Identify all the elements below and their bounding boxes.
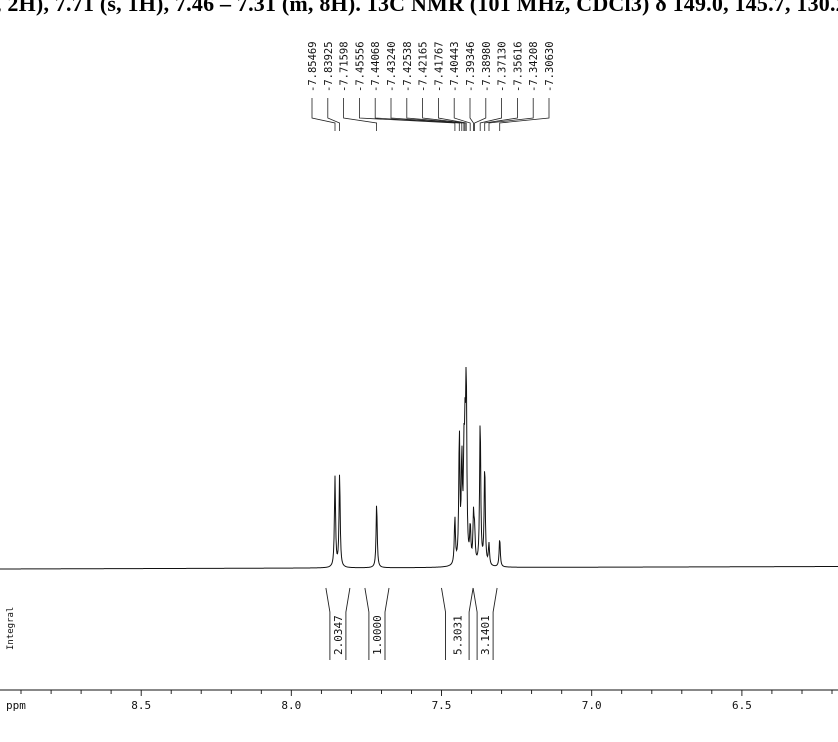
peak-label: -7.40443 xyxy=(449,41,461,92)
header-text: , 2H), 7.71 (s, 1H), 7.46 – 7.31 (m, 8H)… xyxy=(0,0,838,16)
peak-label: -7.39346 xyxy=(465,41,477,92)
peak-connector xyxy=(499,98,550,131)
peak-label: -7.35616 xyxy=(512,41,524,92)
integral-bracket-left xyxy=(441,587,446,660)
x-tick-label: 6.5 xyxy=(732,699,752,712)
peak-label: -7.85469 xyxy=(307,41,319,92)
peak-label: -7.83925 xyxy=(323,41,335,92)
peak-connector xyxy=(479,98,502,131)
integral-bracket-left xyxy=(325,587,331,660)
x-tick-label: 7.5 xyxy=(432,699,452,712)
peak-connector xyxy=(422,98,466,131)
x-axis-label: ppm xyxy=(6,699,26,712)
x-tick-label: 8.5 xyxy=(131,699,151,712)
spectrum-trace xyxy=(0,367,838,570)
peak-connector xyxy=(390,98,463,131)
peak-connector xyxy=(343,98,377,131)
integral-value-label: 1.0000 xyxy=(371,615,384,655)
peak-connector xyxy=(438,98,467,131)
integral-value-label: 5.3031 xyxy=(451,615,464,655)
peak-label: -7.41767 xyxy=(433,41,445,92)
peak-connector xyxy=(327,98,340,131)
integral-group: Integral 2.0347 1.0000 5.3031 3.1401 xyxy=(6,587,498,660)
integral-value-label: 3.1401 xyxy=(479,615,492,655)
peak-connector xyxy=(488,98,534,131)
peak-label: -7.38980 xyxy=(481,41,493,92)
integral-bracket-left xyxy=(472,587,478,660)
x-tick-label: 7.0 xyxy=(582,699,602,712)
peak-label: -7.34208 xyxy=(528,41,540,92)
integral-bracket-left xyxy=(364,587,370,660)
peak-connector xyxy=(484,98,518,131)
peak-connector xyxy=(474,98,487,131)
peak-connector xyxy=(359,98,456,131)
peak-label-group: -7.85469 -7.83925 -7.71598 -7.45556 -7.44068… xyxy=(307,41,556,92)
peak-label: -7.30630 xyxy=(544,41,556,92)
peak-connector xyxy=(453,98,471,131)
peak-label: -7.42165 xyxy=(418,41,430,92)
peak-label: -7.44068 xyxy=(370,41,382,92)
peak-label: -7.45556 xyxy=(354,41,366,92)
peak-connector xyxy=(406,98,465,131)
integral-bracket-right xyxy=(384,587,390,660)
integral-bracket-right xyxy=(345,587,351,660)
header-text-strip: , 2H), 7.71 (s, 1H), 7.46 – 7.31 (m, 8H)… xyxy=(0,0,838,20)
x-tick-label: 8.0 xyxy=(281,699,301,712)
ppm-axis: 8.5 8.0 7.5 7.0 6.5 ppm xyxy=(0,689,838,712)
peak-connector xyxy=(311,98,336,131)
peak-connector-group xyxy=(311,98,550,131)
integral-value-label: 2.0347 xyxy=(332,615,345,655)
peak-label: -7.43240 xyxy=(386,41,398,92)
peak-label: -7.37130 xyxy=(497,41,509,92)
integral-bracket-right xyxy=(492,587,498,660)
peak-label: -7.42538 xyxy=(402,41,414,92)
integral-axis-label: Integral xyxy=(6,607,16,650)
peak-label: -7.71598 xyxy=(339,41,351,92)
peak-connector xyxy=(469,98,474,131)
integral-bracket-right xyxy=(468,587,474,660)
peak-connector xyxy=(374,98,460,131)
